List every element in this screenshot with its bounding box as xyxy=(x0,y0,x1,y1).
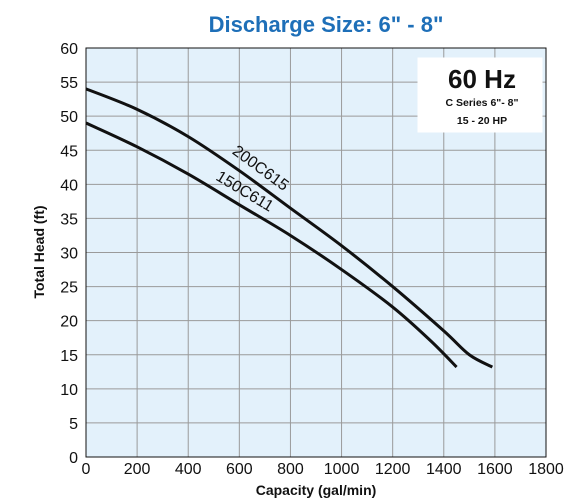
y-tick-label: 60 xyxy=(60,41,78,58)
curve-200c615 xyxy=(85,87,494,369)
x-tick-label: 1600 xyxy=(477,461,513,478)
y-tick-label: 5 xyxy=(69,416,78,433)
y-tick-label: 25 xyxy=(60,280,78,297)
x-axis-label: Capacity (gal/min) xyxy=(256,482,377,498)
curve-150c611 xyxy=(85,121,458,369)
frequency-label: 60 Hz xyxy=(448,64,516,94)
x-tick-label: 200 xyxy=(124,461,151,478)
plot-border xyxy=(85,47,547,458)
x-tick-labels: 0 200 400 600 800 1000 1200 1400 1600 1800 xyxy=(82,461,564,478)
annotation-box: 60 Hz C Series 6"- 8" 15 - 20 HP xyxy=(417,57,543,133)
x-tick-label: 1400 xyxy=(426,461,462,478)
curves xyxy=(85,87,494,369)
x-tick-label: 400 xyxy=(175,461,202,478)
y-tick-label: 45 xyxy=(60,143,78,160)
x-tick-label: 800 xyxy=(277,461,304,478)
y-tick-label: 15 xyxy=(60,348,78,365)
y-tick-label: 50 xyxy=(60,109,78,126)
x-tick-label: 1800 xyxy=(528,461,564,478)
y-tick-label: 40 xyxy=(60,177,78,194)
chart-title: Discharge Size: 6" - 8" xyxy=(209,12,444,37)
y-tick-label: 30 xyxy=(60,246,78,263)
y-tick-label: 10 xyxy=(60,382,78,399)
annotation-box-bg xyxy=(417,57,543,133)
y-tick-label: 20 xyxy=(60,314,78,331)
series-label: C Series 6"- 8" xyxy=(446,97,519,109)
y-tick-label: 55 xyxy=(60,75,78,92)
x-tick-label: 1000 xyxy=(324,461,360,478)
y-axis-label: Total Head (ft) xyxy=(31,205,47,298)
y-tick-label: 0 xyxy=(69,450,78,467)
hp-label: 15 - 20 HP xyxy=(457,115,507,127)
x-tick-label: 600 xyxy=(226,461,253,478)
y-tick-labels: 0 5 10 15 20 25 30 35 40 45 50 55 60 xyxy=(60,41,78,467)
x-tick-label: 0 xyxy=(82,461,91,478)
x-tick-label: 1200 xyxy=(375,461,411,478)
y-tick-label: 35 xyxy=(60,211,78,228)
